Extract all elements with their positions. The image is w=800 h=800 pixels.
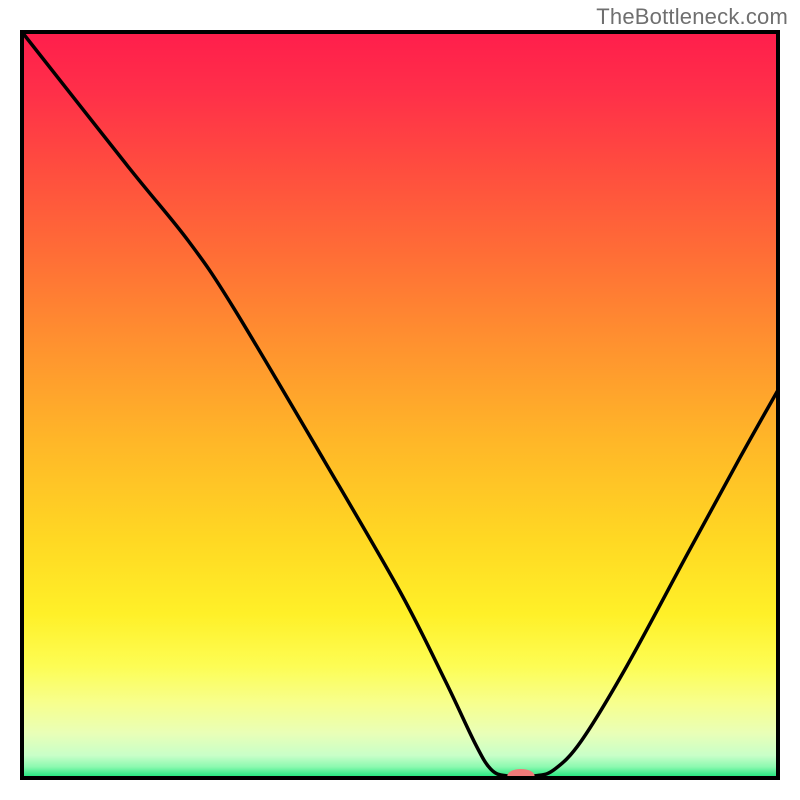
bottleneck-chart xyxy=(0,0,800,800)
gradient-background xyxy=(22,32,778,778)
chart-container: TheBottleneck.com xyxy=(0,0,800,800)
optimal-marker xyxy=(507,769,534,782)
watermark-text: TheBottleneck.com xyxy=(596,4,788,30)
